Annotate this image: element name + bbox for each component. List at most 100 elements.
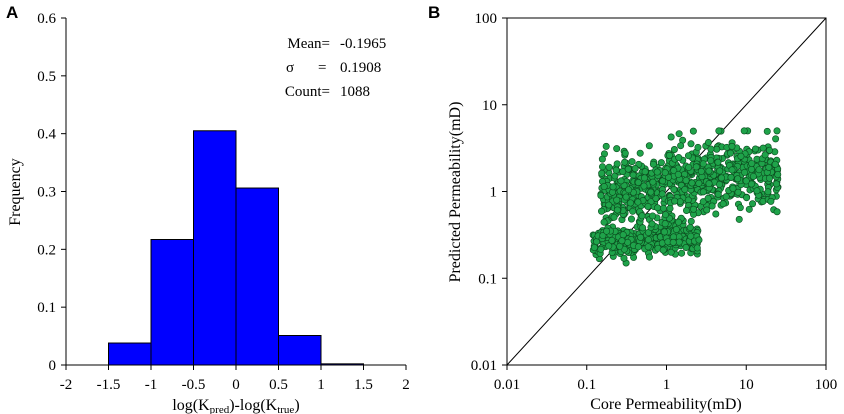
- scatter-y-axis-title: Predicted Permeability(mD): [447, 102, 464, 283]
- scatter-point: [644, 243, 652, 251]
- scatter-point: [690, 205, 698, 213]
- scatter-point: [597, 245, 605, 253]
- scatter-point: [637, 233, 645, 241]
- scatter-point: [753, 187, 761, 195]
- histogram-y-tick-label-2: 0.2: [37, 242, 56, 258]
- histogram-x-tick-label-7: 1.5: [354, 377, 373, 393]
- scatter-point: [644, 202, 652, 210]
- scatter-point: [619, 231, 627, 239]
- scatter-point: [705, 167, 713, 175]
- scatter-point: [654, 204, 662, 212]
- stat-mean-value: -0.1965: [340, 36, 386, 52]
- histogram-x-tick-label-3: -0.5: [182, 377, 206, 393]
- scatter-point: [622, 193, 630, 201]
- scatter-point: [704, 194, 712, 202]
- scatter-point: [649, 212, 657, 220]
- histogram-x-tick-label-2: -1: [145, 377, 158, 393]
- scatter-point: [674, 170, 682, 178]
- scatter-point: [640, 174, 648, 182]
- scatter-point: [703, 206, 711, 214]
- stat-count-value: 1088: [340, 84, 370, 100]
- histogram-x-tick-label-8: 2: [402, 377, 410, 393]
- scatter-point: [621, 158, 629, 166]
- scatter-x-tick-labels: 0.01 0.1 1 10 100: [494, 377, 837, 393]
- scatter-point: [675, 154, 683, 162]
- scatter-point: [617, 177, 625, 185]
- scatter-point: [627, 199, 635, 207]
- scatter-point: [745, 205, 753, 213]
- scatter-point: [687, 232, 695, 240]
- scatter-point: [660, 228, 668, 236]
- scatter-point: [707, 157, 715, 165]
- scatter-point: [714, 190, 722, 198]
- scatter-point: [629, 207, 637, 215]
- scatter-point: [598, 169, 606, 177]
- histogram-bars: [108, 130, 364, 366]
- scatter-point: [609, 183, 617, 191]
- scatter-x-tick-label-3: 10: [739, 377, 754, 393]
- scatter-x-tick-label-0: 0.01: [494, 377, 520, 393]
- scatter-point: [659, 246, 667, 254]
- scatter-point: [759, 144, 767, 152]
- scatter-y-tick-labels: 0.01 0.1 1 10 100: [471, 11, 497, 374]
- scatter-point: [773, 127, 781, 135]
- scatter-point: [678, 249, 686, 257]
- scatter-point: [692, 163, 700, 171]
- scatter-y-tick-label-4: 100: [475, 11, 498, 27]
- scatter-point: [645, 142, 653, 150]
- scatter-point: [689, 127, 697, 135]
- scatter-point: [695, 236, 703, 244]
- scatter-point: [605, 242, 613, 250]
- scatter-point: [605, 163, 613, 171]
- histogram-y-tick-label-1: 0.1: [37, 300, 56, 316]
- scatter-frame: [502, 17, 827, 370]
- scatter-point: [667, 133, 675, 141]
- scatter-point: [742, 177, 750, 185]
- scatter-point: [618, 237, 626, 245]
- scatter-point: [610, 213, 618, 221]
- scatter-point: [728, 142, 736, 150]
- scatter-point: [765, 174, 773, 182]
- scatter-point: [719, 200, 727, 208]
- panel-letter-a: A: [6, 3, 18, 22]
- scatter-point: [644, 236, 652, 244]
- scatter-point: [659, 204, 667, 212]
- histogram-y-axis-title: Frequency: [7, 158, 24, 226]
- scatter-point: [713, 145, 721, 153]
- scatter-point: [665, 173, 673, 181]
- scatter-point: [685, 163, 693, 171]
- scatter-point: [631, 164, 639, 172]
- scatter-point: [684, 152, 692, 160]
- scatter-point: [639, 224, 647, 232]
- scatter-point: [765, 146, 773, 154]
- scatter-point: [735, 215, 743, 223]
- stat-sigma-value: 0.1908: [340, 60, 381, 76]
- scatter-point: [681, 186, 689, 194]
- histogram-axes: [61, 17, 407, 370]
- scatter-point: [741, 168, 749, 176]
- scatter-point: [748, 165, 756, 173]
- scatter-point: [669, 238, 677, 246]
- scatter-point: [726, 149, 734, 157]
- panel-letter-b: B: [428, 3, 440, 22]
- histogram-y-tick-label-0: 0: [49, 358, 57, 374]
- scatter-point: [736, 204, 744, 212]
- scatter-point: [704, 138, 712, 146]
- scatter-point: [677, 142, 685, 150]
- scatter-point: [605, 201, 613, 209]
- scatter-y-tick-label-1: 0.1: [478, 271, 497, 287]
- scatter-point: [666, 204, 674, 212]
- scatter-point: [645, 253, 653, 261]
- histogram-bar-0: [108, 342, 152, 366]
- scatter-x-tick-label-1: 0.1: [577, 377, 596, 393]
- scatter-point: [661, 169, 669, 177]
- histogram-bar-3: [235, 187, 279, 366]
- histogram-x-tick-labels: -2 -1.5 -1 -0.5 0 0.5 1 1.5 2: [60, 377, 410, 393]
- scatter-point: [705, 180, 713, 188]
- histogram-x-tick-label-4: 0: [232, 377, 240, 393]
- scatter-point: [749, 200, 757, 208]
- scatter-point: [728, 166, 736, 174]
- stat-mean-label: Mean=: [287, 36, 330, 52]
- scatter-point: [625, 186, 633, 194]
- identity-line: [506, 17, 827, 366]
